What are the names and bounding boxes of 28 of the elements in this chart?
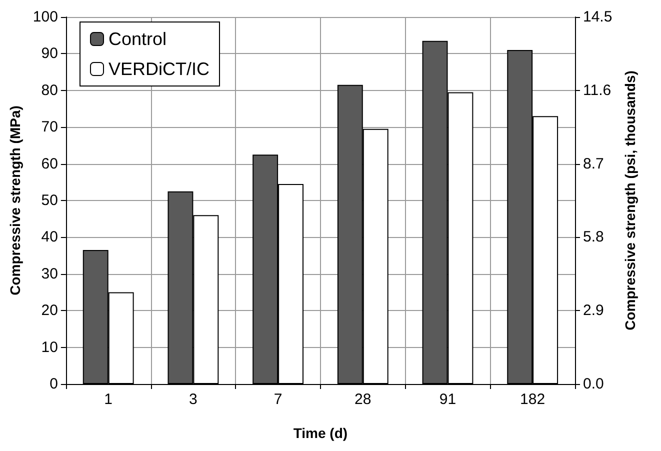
x-tick-label: 91 bbox=[439, 391, 456, 408]
x-tick-label: 3 bbox=[189, 391, 198, 408]
legend-label: VERDiCT/IC bbox=[108, 59, 210, 79]
x-axis-title: Time (d) bbox=[293, 425, 348, 441]
y2-tick-label: 0.0 bbox=[583, 376, 604, 392]
y-tick-label: 10 bbox=[41, 338, 58, 356]
y2-axis-title: Compressive strength (psi, thousands) bbox=[622, 70, 638, 330]
x-tick-label: 182 bbox=[520, 391, 546, 408]
y-tick-label: 60 bbox=[41, 155, 58, 172]
y-axis-title: Compressive strength (MPa) bbox=[7, 106, 23, 296]
x-tick-label: 28 bbox=[354, 391, 372, 408]
y-tick-label: 0 bbox=[50, 376, 58, 392]
y2-tick-label: 8.7 bbox=[583, 155, 604, 172]
legend-label: Control bbox=[108, 29, 167, 49]
x-tick-label: 1 bbox=[104, 391, 113, 408]
y2-tick-label: 14.5 bbox=[583, 8, 612, 26]
y-tick-label: 30 bbox=[41, 265, 58, 282]
x-tick-label: 7 bbox=[274, 391, 282, 408]
y2-tick-label: 11.6 bbox=[583, 82, 612, 99]
y2-tick-label: 5.8 bbox=[583, 228, 604, 246]
y-tick-label: 40 bbox=[41, 228, 58, 246]
y-tick-label: 100 bbox=[32, 8, 58, 26]
y-tick-label: 90 bbox=[41, 45, 58, 62]
y-tick-label: 20 bbox=[41, 302, 58, 320]
y-tick-label: 80 bbox=[41, 82, 58, 99]
y-tick-label: 50 bbox=[41, 192, 58, 209]
y2-tick-label: 2.9 bbox=[583, 302, 604, 320]
y-tick-label: 70 bbox=[41, 118, 58, 136]
